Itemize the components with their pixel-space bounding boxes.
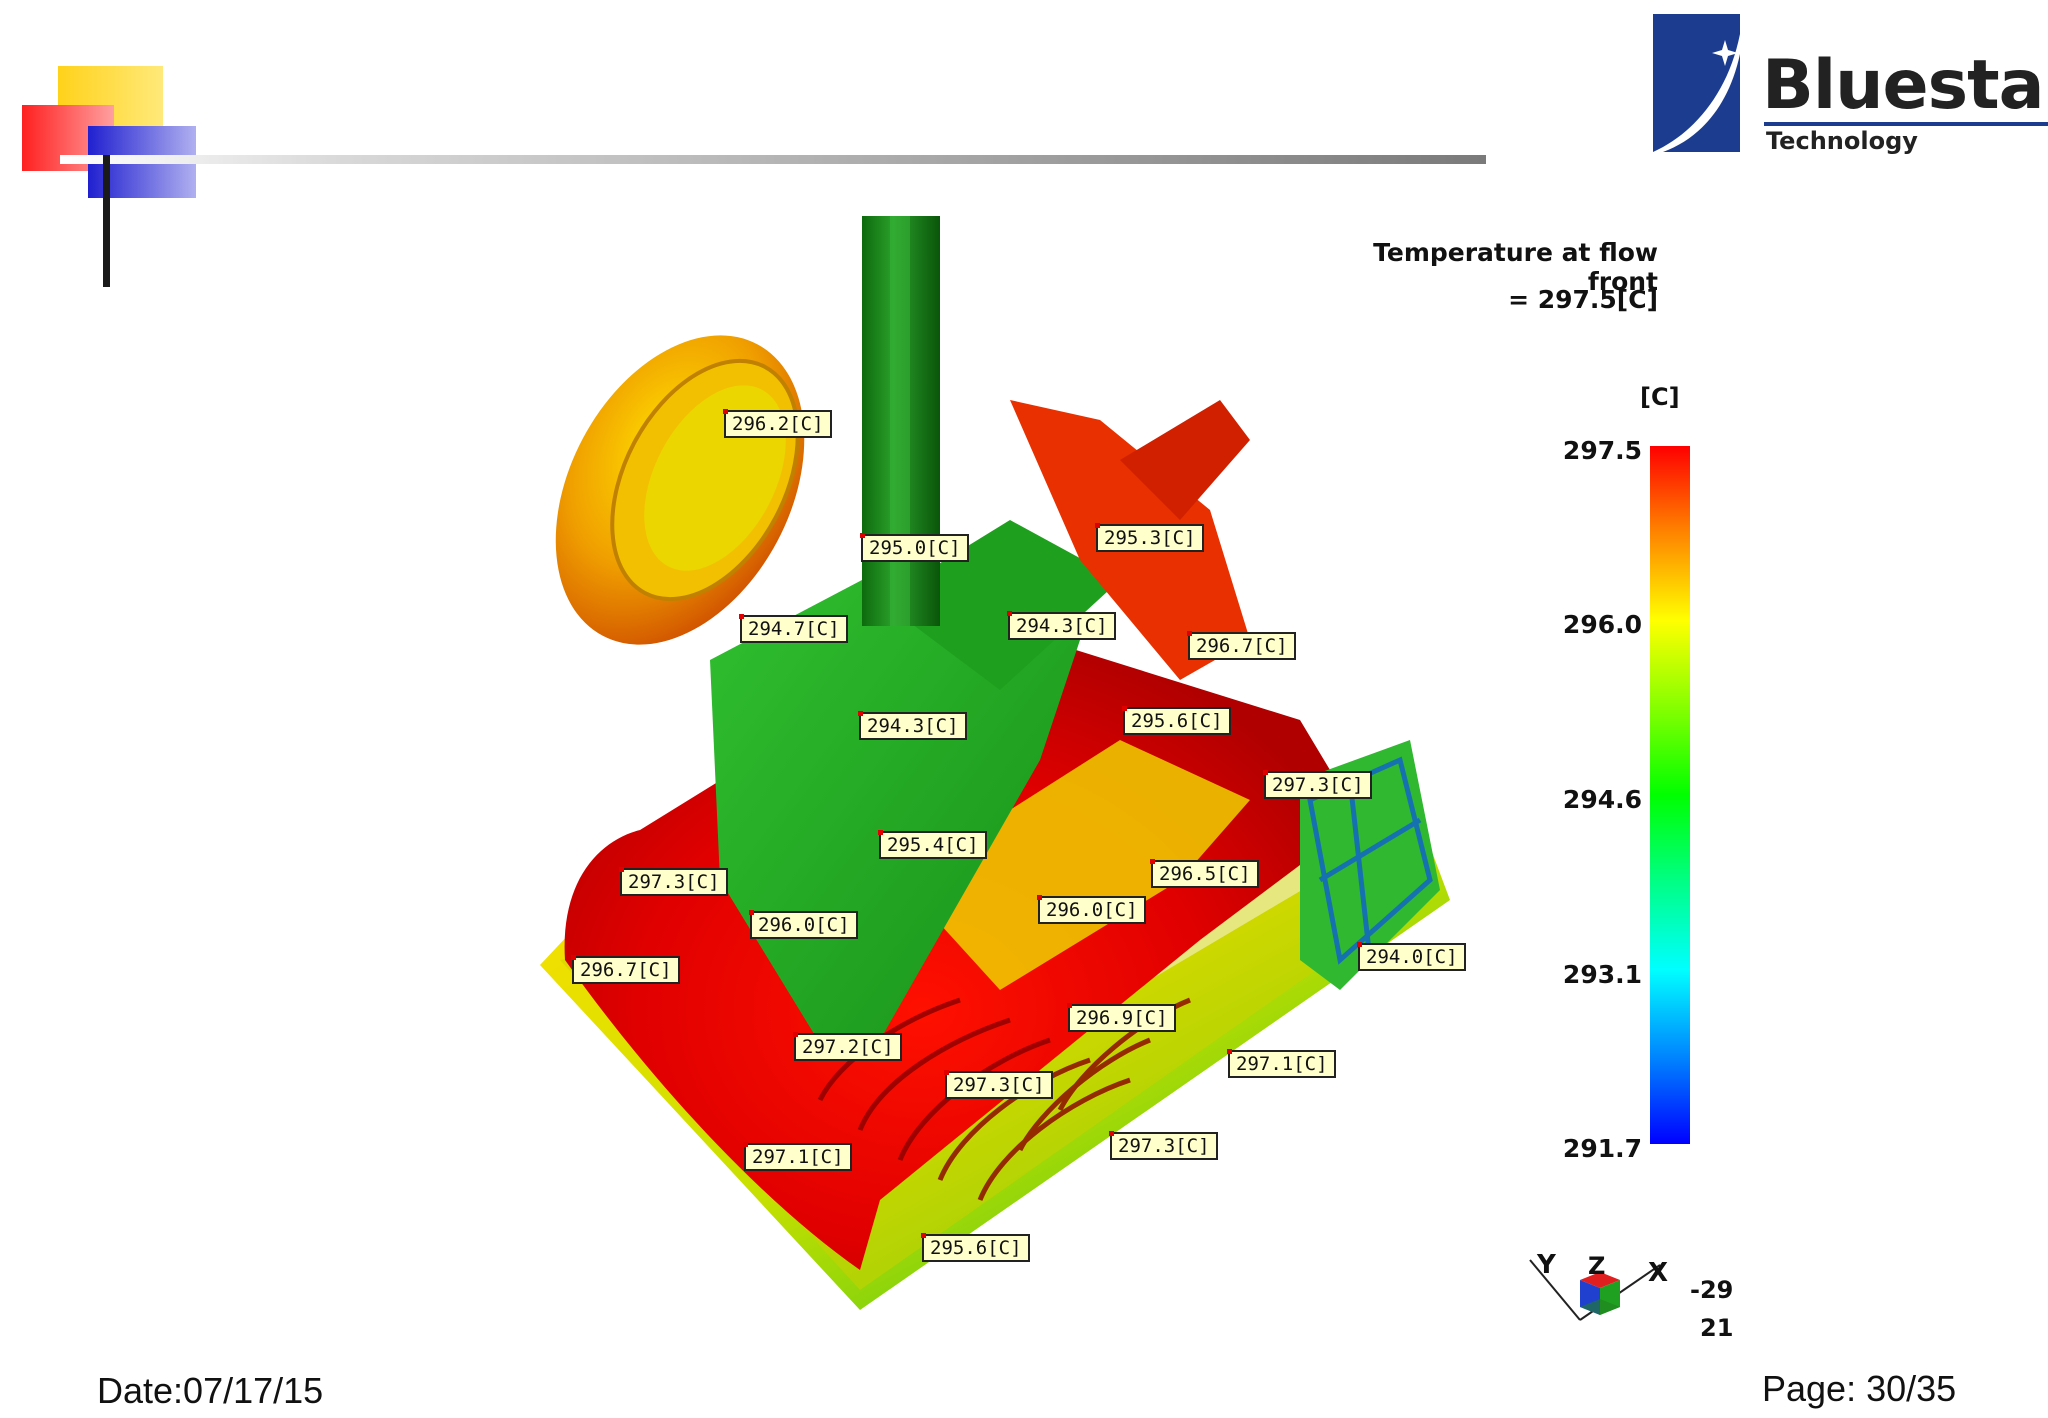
logo-underline — [1764, 122, 2048, 126]
color-scale-tick-label: 297.5 — [1562, 436, 1642, 465]
color-scale-tick-label: 291.7 — [1562, 1134, 1642, 1163]
axis-z-label: Z — [1588, 1252, 1606, 1280]
header-vertical-rule — [103, 155, 110, 287]
header-rule — [60, 155, 1486, 164]
color-scale-tick-label: 296.0 — [1562, 610, 1642, 639]
view-rotation-2: 21 — [1700, 1314, 1734, 1342]
temperature-probe-label: 295.3[C] — [1095, 523, 1204, 552]
footer-page-number: Page: 30/35 — [1762, 1368, 1957, 1409]
temperature-probe-label: 295.6[C] — [921, 1233, 1030, 1262]
temperature-probe-label: 297.1[C] — [743, 1142, 852, 1171]
temperature-probe-label: 296.9[C] — [1067, 1003, 1176, 1032]
temperature-probe-label: 294.0[C] — [1357, 942, 1466, 971]
temperature-probe-label: 296.7[C] — [1187, 631, 1296, 660]
color-scale-tick-label: 293.1 — [1562, 960, 1642, 989]
temperature-probe-label: 297.3[C] — [1263, 770, 1372, 799]
logo-title: Bluestar — [1762, 46, 2048, 125]
temperature-probe-label: 296.7[C] — [571, 955, 680, 984]
axis-x-label: X — [1648, 1258, 1669, 1288]
temperature-probe-label: 295.4[C] — [878, 830, 987, 859]
axis-y-label: Y — [1537, 1250, 1556, 1280]
temperature-probe-label: 294.3[C] — [858, 711, 967, 740]
temperature-probe-label: 294.3[C] — [1007, 611, 1116, 640]
color-scale-tick-label: 294.6 — [1562, 785, 1642, 814]
temperature-probe-label: 296.0[C] — [1037, 895, 1146, 924]
view-rotation-1: -29 — [1690, 1276, 1734, 1304]
temperature-probe-label: 294.7[C] — [739, 614, 848, 643]
temperature-probe-label: 297.1[C] — [1227, 1049, 1336, 1078]
legend-title: Temperature at flow front — [1373, 238, 1658, 296]
temperature-probe-label: 296.5[C] — [1150, 859, 1259, 888]
color-scale-bar — [1650, 446, 1690, 1144]
footer-date: Date:07/17/15 — [97, 1370, 324, 1411]
legend-unit: [C] — [1640, 383, 1680, 411]
temperature-probe-label: 296.2[C] — [723, 409, 832, 438]
logo-subtitle: Technology — [1766, 127, 1918, 155]
temperature-probe-label: 297.3[C] — [1109, 1131, 1218, 1160]
temperature-probe-label: 297.2[C] — [793, 1032, 902, 1061]
temperature-probe-label: 297.3[C] — [944, 1070, 1053, 1099]
temperature-probe-label: 295.0[C] — [860, 533, 969, 562]
temperature-probe-label: 296.0[C] — [749, 910, 858, 939]
axis-triad-icon — [1529, 1259, 1661, 1321]
legend-current-value: = 297.5[C] — [1508, 285, 1658, 314]
temperature-probe-label: 297.3[C] — [619, 867, 728, 896]
temperature-probe-label: 295.6[C] — [1122, 706, 1231, 735]
bluestar-logo-icon — [1653, 14, 1740, 152]
